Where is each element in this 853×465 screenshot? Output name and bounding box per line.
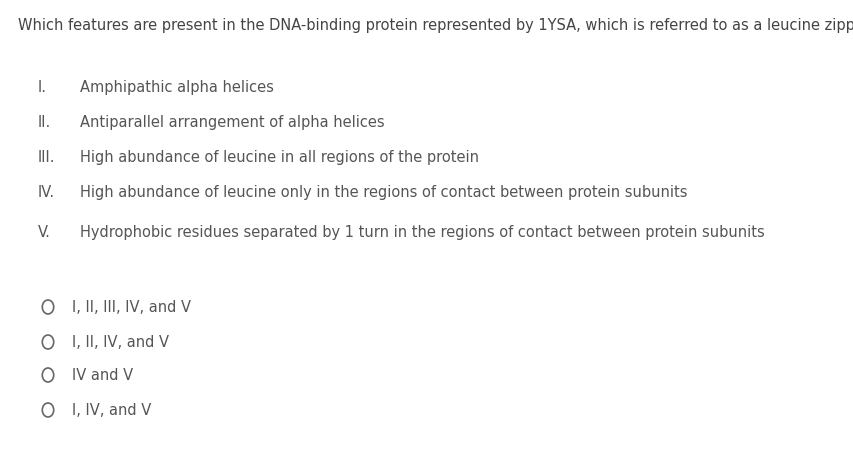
Text: Antiparallel arrangement of alpha helices: Antiparallel arrangement of alpha helice… <box>80 115 384 130</box>
Text: High abundance of leucine in all regions of the protein: High abundance of leucine in all regions… <box>80 150 479 165</box>
Text: I, IV, and V: I, IV, and V <box>72 403 151 418</box>
Text: I, II, IV, and V: I, II, IV, and V <box>72 334 169 350</box>
Text: V.: V. <box>38 225 51 240</box>
Text: I.: I. <box>38 80 47 95</box>
Text: Which features are present in the DNA-binding protein represented by 1YSA, which: Which features are present in the DNA-bi… <box>18 18 853 33</box>
Text: Amphipathic alpha helices: Amphipathic alpha helices <box>80 80 274 95</box>
Text: High abundance of leucine only in the regions of contact between protein subunit: High abundance of leucine only in the re… <box>80 185 687 200</box>
Text: I, II, III, IV, and V: I, II, III, IV, and V <box>72 299 191 314</box>
Text: Hydrophobic residues separated by 1 turn in the regions of contact between prote: Hydrophobic residues separated by 1 turn… <box>80 225 763 240</box>
Text: II.: II. <box>38 115 51 130</box>
Text: IV and V: IV and V <box>72 367 133 383</box>
Text: III.: III. <box>38 150 55 165</box>
Text: IV.: IV. <box>38 185 55 200</box>
